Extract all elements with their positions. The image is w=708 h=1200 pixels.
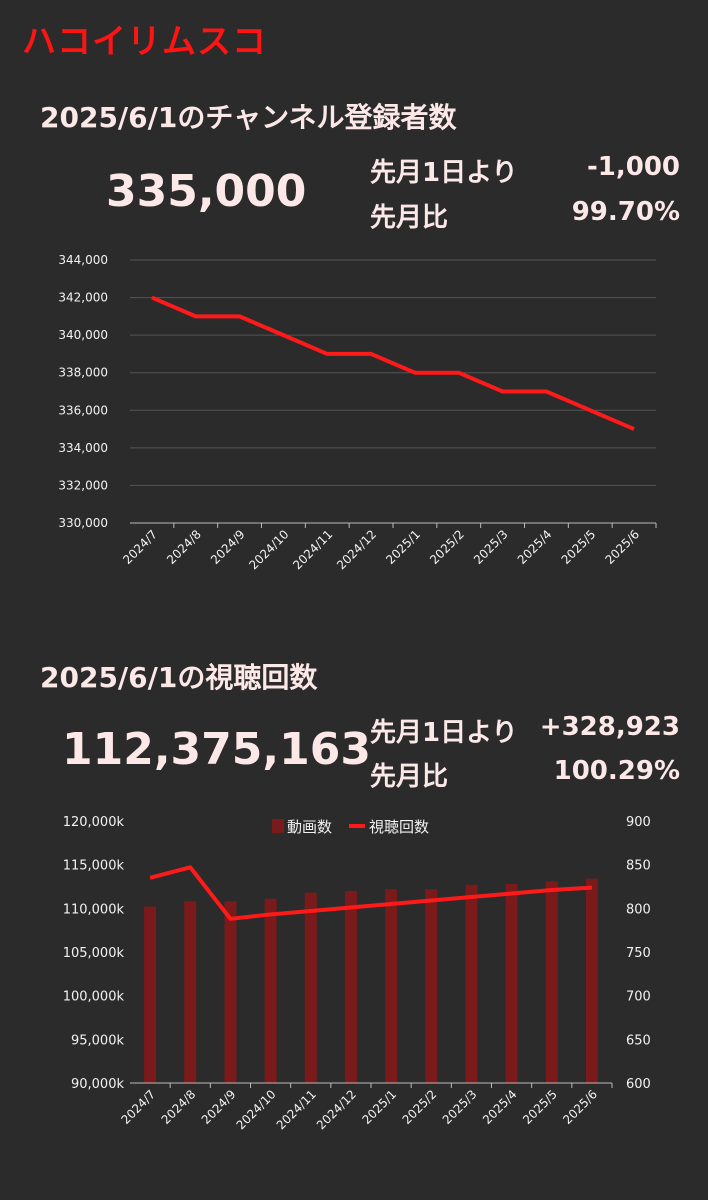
x-tick-label: 2024/9 [199,1087,239,1127]
views-ratio-label: 先月比 [370,762,449,792]
x-tick-label: 2024/11 [290,527,335,572]
video-count-bar [144,906,157,1083]
x-tick-label: 2025/4 [515,527,555,567]
subscribers-diff-label: 先月1日より [370,158,518,188]
video-count-bar [425,889,438,1083]
video-count-bar [585,878,598,1083]
y2-tick-label: 750 [626,946,651,961]
x-tick-label: 2025/1 [359,1087,399,1127]
y2-tick-label: 800 [626,902,651,917]
legend-bar-label: 動画数 [287,818,332,836]
video-count-bar [304,892,317,1083]
video-count-bar [545,881,558,1083]
video-count-bar [505,883,518,1083]
video-count-bar [344,890,357,1083]
y-tick-label: 338,000 [58,366,108,380]
video-count-bar [264,898,277,1083]
y2-tick-label: 700 [626,990,651,1005]
video-count-bar [385,889,398,1083]
y-tick-label: 95,000k [71,1033,124,1048]
y2-tick-label: 850 [626,859,651,874]
x-tick-label: 2025/3 [471,527,511,567]
views-combo-chart: 90,000k 95,000k 100,000k 105,000k 110,000k 11… [63,815,651,1132]
x-tick-label: 2025/6 [560,1087,600,1127]
y-tick-label: 110,000k [63,902,125,917]
x-tick-label: 2025/1 [383,527,423,567]
subscribers-line-chart: 330,000 332,000 334,000 336,000 338,000 340,0… [58,253,657,572]
video-count-bar [184,901,197,1083]
subscribers-value: 335,000 [106,166,307,217]
legend-line-label: 視聴回数 [369,818,429,836]
views-title: 2025/6/1の視聴回数 [40,661,318,694]
y-tick-label: 342,000 [58,291,108,305]
y-tick-label: 115,000k [63,859,125,874]
subscribers-diff-value: -1,000 [586,152,680,182]
x-tick-label: 2025/6 [602,527,642,567]
video-count-bar [465,884,478,1083]
y2-tick-label: 650 [626,1033,651,1048]
views-ratio-value: 100.29% [553,756,680,786]
video-count-bar [224,901,237,1083]
x-tick-label: 2025/4 [480,1087,520,1127]
subscribers-ratio-label: 先月比 [370,203,449,233]
brand-logo: ハコイリムスコ [22,22,267,62]
x-tick-label: 2025/3 [440,1087,480,1127]
x-tick-label: 2025/2 [400,1087,440,1127]
x-tick-label: 2024/12 [314,1087,359,1132]
x-tick-label: 2025/5 [559,527,599,567]
views-diff-value: +328,923 [539,712,680,742]
x-tick-label: 2024/8 [164,527,204,567]
y2-tick-label: 600 [626,1077,651,1092]
x-tick-label: 2024/9 [208,527,248,567]
legend-bar-swatch [272,819,284,833]
x-tick-label: 2025/5 [520,1087,560,1127]
y-tick-label: 330,000 [58,516,108,530]
y-tick-label: 340,000 [58,328,108,342]
y-tick-label: 344,000 [58,253,108,267]
views-value: 112,375,163 [62,724,371,775]
x-tick-label: 2024/11 [274,1087,319,1132]
y-tick-label: 334,000 [58,441,108,455]
y2-tick-label: 900 [626,815,651,830]
y-tick-label: 336,000 [58,403,108,417]
subscribers-line [151,295,635,431]
x-tick-label: 2024/12 [334,527,379,572]
x-tick-label: 2024/8 [159,1087,199,1127]
x-tick-label: 2025/2 [427,527,467,567]
x-tick-label: 2024/7 [120,527,160,567]
x-tick-label: 2024/10 [246,527,291,572]
subscribers-ratio-value: 99.70% [571,197,680,227]
x-tick-label: 2024/7 [118,1087,158,1127]
y-tick-label: 120,000k [63,815,125,830]
y-tick-label: 332,000 [58,478,108,492]
views-diff-label: 先月1日より [370,718,518,748]
y-tick-label: 90,000k [71,1077,124,1092]
y-tick-label: 100,000k [63,990,125,1005]
y-tick-label: 105,000k [63,946,125,961]
subscribers-title: 2025/6/1のチャンネル登録者数 [40,101,457,134]
views-line [149,865,593,921]
x-tick-label: 2024/10 [234,1087,279,1132]
